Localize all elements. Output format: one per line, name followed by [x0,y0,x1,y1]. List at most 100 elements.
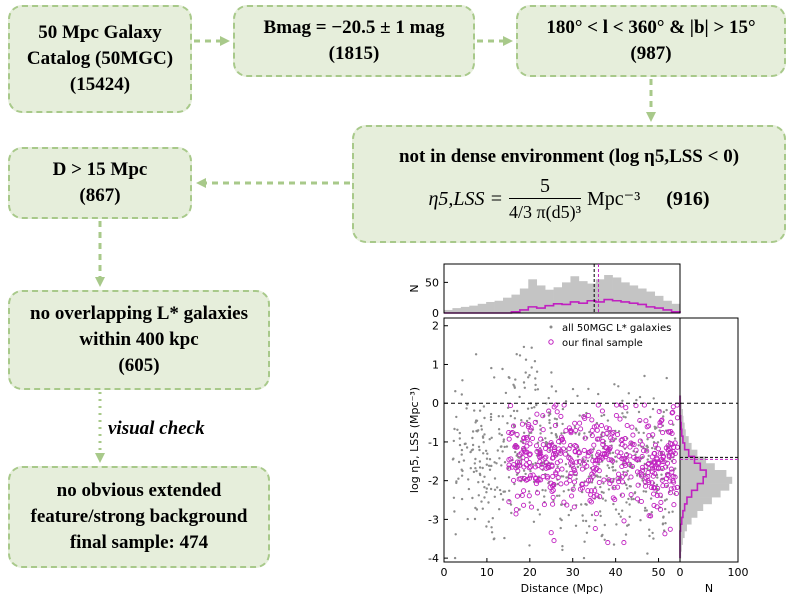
sample-galaxy-point [572,448,578,454]
all-galaxy-point [481,466,484,470]
sample-galaxy-point [660,430,666,436]
sample-galaxy-point [658,499,664,505]
all-galaxy-point [641,455,644,459]
sample-galaxy-point [514,464,521,470]
top-histogram: 0 50 N [408,263,681,320]
sample-galaxy-point [596,479,602,486]
sample-galaxy-point [555,475,561,481]
sample-galaxy-point [639,453,645,460]
sample-galaxy-point [641,448,647,454]
sample-galaxy-point [600,431,606,437]
sample-galaxy-point [545,462,551,468]
all-galaxy-point [530,346,533,349]
sample-galaxy-point [669,410,675,416]
all-galaxy-point [518,354,522,357]
sample-galaxy-point [519,492,525,499]
sample-galaxy-point [506,436,512,442]
top-hist-bar-all [604,275,613,313]
all-galaxy-point [651,407,655,411]
sample-galaxy-point [668,466,674,472]
all-galaxy-point [493,495,496,498]
all-galaxy-point [491,517,494,520]
all-galaxy-point [478,472,482,475]
dist-count: (867) [79,185,121,206]
all-galaxy-point [615,523,618,526]
sample-galaxy-point [506,457,512,463]
sample-galaxy-point [643,418,649,424]
top-hist-bar-all [452,308,462,313]
all-galaxy-point [621,399,624,402]
sample-galaxy-point [671,458,677,465]
sample-galaxy-point [567,442,574,449]
all-galaxy-point [515,353,518,356]
sample-galaxy-point [615,484,621,490]
sample-galaxy-point [668,419,674,425]
all-galaxy-point [532,520,536,523]
all-galaxy-point [612,486,615,489]
sample-galaxy-point [588,499,594,505]
sample-galaxy-point [572,442,578,449]
all-galaxy-point [617,385,620,388]
sample-galaxy-point [517,459,523,465]
all-galaxy-point [664,522,667,525]
all-galaxy-point [558,494,561,497]
sample-galaxy-point [534,478,541,484]
sample-galaxy-point [528,473,534,479]
all-galaxy-point [524,358,528,361]
all-galaxy-point [582,519,585,522]
sample-galaxy-point [563,480,570,486]
sample-galaxy-point [651,484,657,491]
all-galaxy-point [513,482,516,486]
box-sky: 180° < l < 360° & |b| > 15° (987) [516,5,786,77]
all-galaxy-point [654,427,657,430]
right-hist-bar-all [680,470,727,478]
all-galaxy-point [599,514,602,518]
all-galaxy-point [467,487,471,491]
y-tick-label: 2 [432,320,439,333]
all-galaxy-point [483,416,486,420]
box-final: no obvious extended feature/strong backg… [8,466,270,568]
overlap-count: (605) [118,355,160,376]
all-galaxy-point [626,487,629,490]
right-hist-bar-all [680,517,692,525]
all-galaxy-point [577,433,581,436]
all-galaxy-point [621,412,624,415]
sample-galaxy-point [646,460,652,467]
sample-galaxy-point [670,409,676,415]
sample-galaxy-point [671,502,677,508]
sample-galaxy-point [667,490,673,496]
all-galaxy-point [487,520,490,523]
sample-galaxy-point [546,442,553,448]
all-galaxy-point [455,415,458,419]
sample-galaxy-point [521,502,527,508]
sample-galaxy-point [558,481,564,487]
sample-galaxy-point [551,538,557,544]
sample-galaxy-point [610,437,616,443]
all-galaxy-point [474,506,477,510]
all-galaxy-point [649,415,652,419]
all-galaxy-point [497,415,500,418]
all-galaxy-point [560,503,563,506]
bmag-line1: Bmag = −20.5 ± 1 mag [263,17,445,38]
sample-galaxy-point [544,475,551,481]
all-galaxy-point [498,508,501,511]
sample-galaxy-point [537,448,543,454]
all-galaxy-point [622,415,625,418]
all-galaxy-point [457,460,461,464]
sample-galaxy-point [543,454,549,460]
all-galaxy-point [583,432,586,435]
sample-galaxy-point [654,456,660,462]
sample-galaxy-point [538,436,544,442]
sample-galaxy-point [657,423,663,429]
all-galaxy-point [632,497,635,501]
all-galaxy-point [643,374,646,378]
sample-galaxy-point [638,498,644,505]
all-galaxy-point [484,449,488,452]
sample-galaxy-point [604,451,610,457]
all-galaxy-point [527,376,530,379]
all-galaxy-point [655,483,659,487]
x-tick-label: 30 [566,566,580,579]
all-galaxy-point [660,473,663,476]
all-galaxy-point [560,432,563,435]
all-galaxy-point [614,455,617,458]
